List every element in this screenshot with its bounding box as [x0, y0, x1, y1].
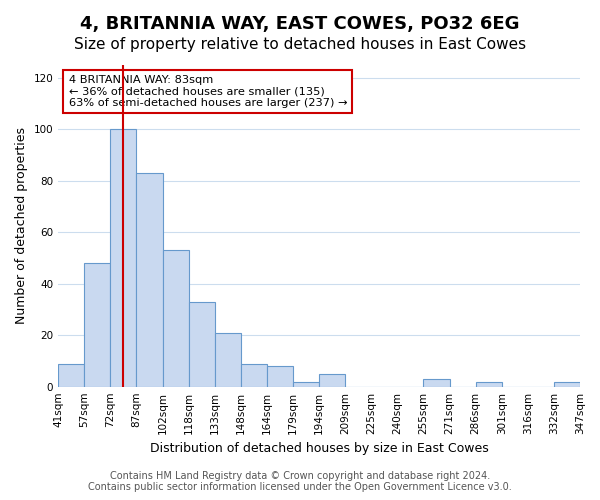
Bar — [319, 374, 345, 386]
Bar — [110, 130, 136, 386]
Text: Size of property relative to detached houses in East Cowes: Size of property relative to detached ho… — [74, 38, 526, 52]
Bar — [58, 364, 84, 386]
Text: Contains HM Land Registry data © Crown copyright and database right 2024.
Contai: Contains HM Land Registry data © Crown c… — [88, 471, 512, 492]
Bar — [188, 302, 215, 386]
Bar — [267, 366, 293, 386]
Bar — [554, 382, 580, 386]
Bar — [163, 250, 188, 386]
Y-axis label: Number of detached properties: Number of detached properties — [15, 128, 28, 324]
Bar — [241, 364, 267, 386]
Text: 4 BRITANNIA WAY: 83sqm
← 36% of detached houses are smaller (135)
63% of semi-de: 4 BRITANNIA WAY: 83sqm ← 36% of detached… — [68, 74, 347, 108]
Bar — [424, 379, 449, 386]
Bar — [293, 382, 319, 386]
Bar — [215, 332, 241, 386]
Bar — [476, 382, 502, 386]
Bar — [136, 173, 163, 386]
X-axis label: Distribution of detached houses by size in East Cowes: Distribution of detached houses by size … — [150, 442, 488, 455]
Text: 4, BRITANNIA WAY, EAST COWES, PO32 6EG: 4, BRITANNIA WAY, EAST COWES, PO32 6EG — [80, 15, 520, 33]
Bar — [84, 263, 110, 386]
